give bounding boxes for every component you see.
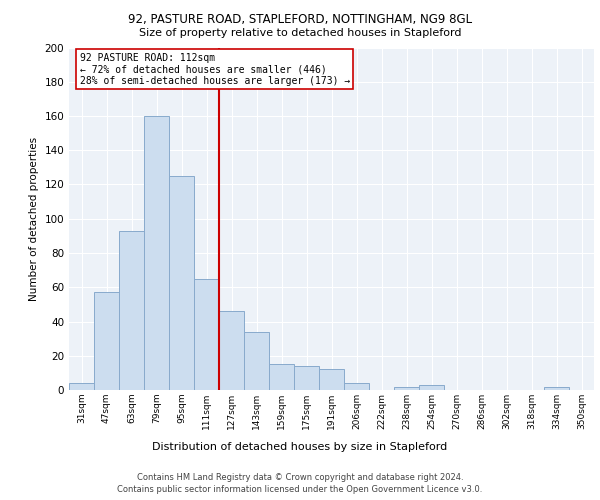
Bar	[344, 383, 369, 390]
Bar	[119, 230, 144, 390]
Text: 92 PASTURE ROAD: 112sqm
← 72% of detached houses are smaller (446)
28% of semi-d: 92 PASTURE ROAD: 112sqm ← 72% of detache…	[79, 52, 350, 86]
Bar	[94, 292, 119, 390]
Bar	[194, 278, 219, 390]
Bar	[544, 386, 569, 390]
Bar	[169, 176, 194, 390]
Bar	[394, 386, 419, 390]
Bar	[244, 332, 269, 390]
Text: Contains HM Land Registry data © Crown copyright and database right 2024.: Contains HM Land Registry data © Crown c…	[137, 472, 463, 482]
Text: 92, PASTURE ROAD, STAPLEFORD, NOTTINGHAM, NG9 8GL: 92, PASTURE ROAD, STAPLEFORD, NOTTINGHAM…	[128, 12, 472, 26]
Text: Distribution of detached houses by size in Stapleford: Distribution of detached houses by size …	[152, 442, 448, 452]
Bar	[269, 364, 294, 390]
Bar	[144, 116, 169, 390]
Bar	[294, 366, 319, 390]
Y-axis label: Number of detached properties: Number of detached properties	[29, 136, 39, 301]
Text: Size of property relative to detached houses in Stapleford: Size of property relative to detached ho…	[139, 28, 461, 38]
Bar	[69, 383, 94, 390]
Bar	[219, 311, 244, 390]
Text: Contains public sector information licensed under the Open Government Licence v3: Contains public sector information licen…	[118, 485, 482, 494]
Bar	[319, 370, 344, 390]
Bar	[419, 385, 444, 390]
